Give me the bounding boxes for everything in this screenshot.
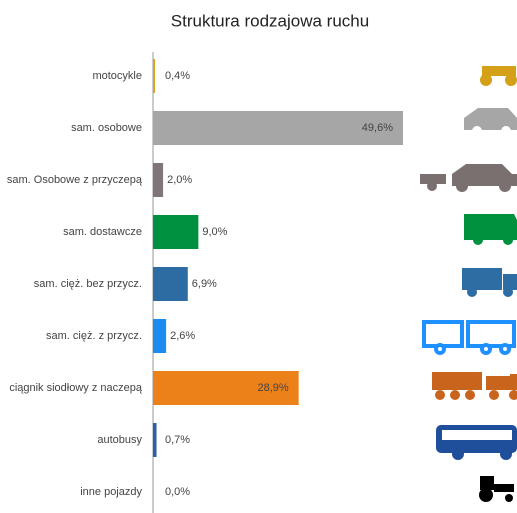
value-label: 49,6% bbox=[362, 122, 393, 134]
bar bbox=[153, 371, 299, 405]
bar bbox=[153, 319, 167, 353]
van-icon bbox=[464, 214, 517, 245]
bar bbox=[153, 59, 156, 93]
category-label: autobusy bbox=[97, 434, 142, 446]
car-icon bbox=[464, 108, 517, 136]
bar bbox=[153, 215, 199, 249]
bar bbox=[153, 111, 403, 145]
truck-icon bbox=[462, 268, 517, 297]
bus-icon bbox=[436, 425, 517, 460]
value-label: 2,0% bbox=[167, 174, 192, 186]
truck-trailer-icon bbox=[422, 320, 516, 355]
car-trailer-icon bbox=[420, 164, 517, 192]
category-label: sam. cięż. bez przycz. bbox=[34, 278, 142, 290]
value-label: 0,7% bbox=[165, 434, 190, 446]
value-label: 28,9% bbox=[257, 382, 288, 394]
category-label: ciągnik siodłowy z naczepą bbox=[9, 382, 143, 394]
icons bbox=[420, 66, 517, 502]
category-label: sam. osobowe bbox=[71, 122, 142, 134]
category-label: sam. cięż. z przycz. bbox=[46, 330, 142, 342]
value-label: 9,0% bbox=[202, 226, 227, 238]
bar bbox=[153, 423, 157, 457]
tractor-icon bbox=[479, 476, 514, 502]
category-label: motocykle bbox=[92, 70, 142, 82]
chart-title: Struktura rodzajowa ruchu bbox=[171, 11, 369, 30]
category-label: sam. Osobowe z przyczepą bbox=[7, 174, 143, 186]
motorcycle-icon bbox=[480, 66, 517, 86]
value-label: 6,9% bbox=[192, 278, 217, 290]
category-label: sam. dostawcze bbox=[63, 226, 142, 238]
category-label: inne pojazdy bbox=[80, 486, 142, 498]
value-label: 0,0% bbox=[165, 486, 190, 498]
tractor-trailer-icon bbox=[432, 372, 517, 400]
value-label: 0,4% bbox=[165, 70, 190, 82]
bar bbox=[153, 163, 164, 197]
bar bbox=[153, 267, 188, 301]
value-label: 2,6% bbox=[170, 330, 195, 342]
